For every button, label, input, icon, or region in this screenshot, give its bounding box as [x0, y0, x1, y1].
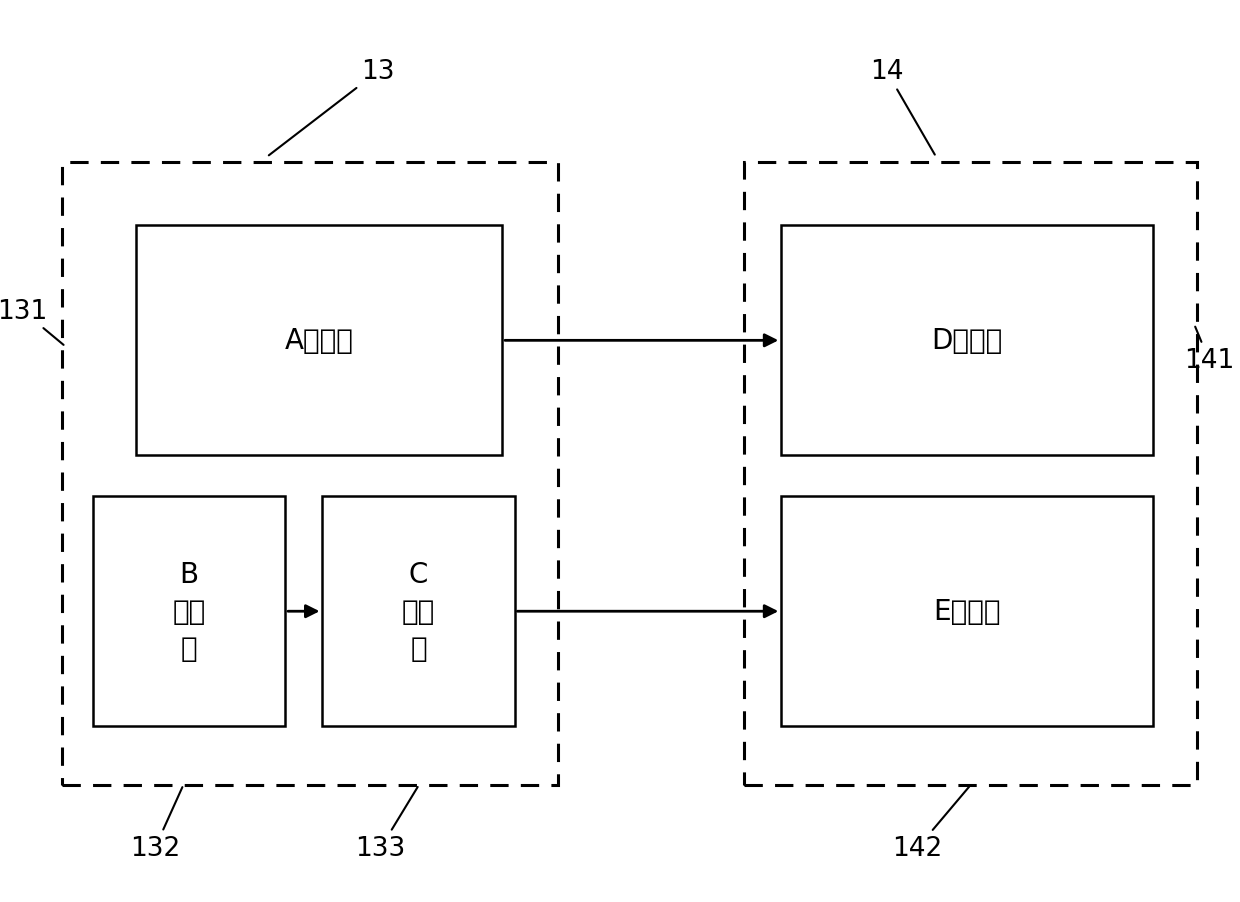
Bar: [781, 226, 1153, 456]
Bar: [62, 162, 558, 785]
Text: C
缓存
区: C 缓存 区: [402, 560, 435, 662]
Text: 13: 13: [269, 60, 396, 156]
Text: 142: 142: [893, 787, 970, 861]
Text: B
缓存
区: B 缓存 区: [172, 560, 206, 662]
Text: 131: 131: [0, 299, 63, 345]
Text: E存储区: E存储区: [934, 597, 1001, 625]
Bar: [136, 226, 502, 456]
Text: 141: 141: [1184, 327, 1234, 373]
Text: A缓存区: A缓存区: [285, 327, 353, 354]
Bar: [322, 496, 515, 726]
Text: D存储区: D存储区: [931, 327, 1003, 354]
Text: 132: 132: [130, 787, 182, 861]
Bar: [744, 162, 1197, 785]
Bar: [93, 496, 285, 726]
Text: 14: 14: [869, 60, 935, 155]
Text: 133: 133: [356, 787, 418, 861]
Bar: [781, 496, 1153, 726]
